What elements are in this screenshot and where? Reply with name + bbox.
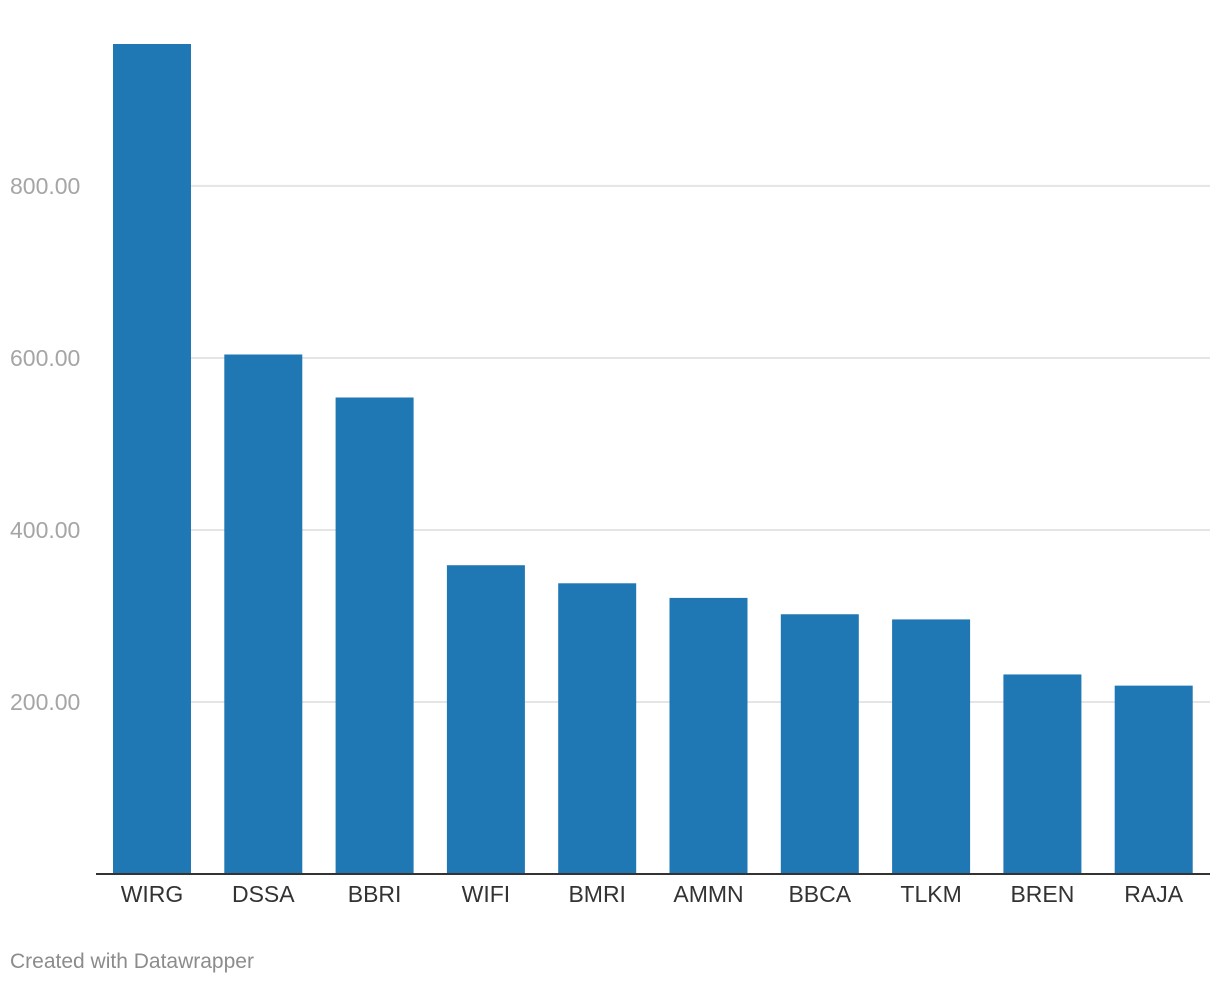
bars <box>113 44 1193 874</box>
bar-bmri <box>558 583 637 874</box>
bar-dssa <box>224 354 303 874</box>
y-tick-label: 400.00 <box>10 517 80 543</box>
x-tick-label: WIRG <box>121 881 184 907</box>
x-tick-label: BMRI <box>568 881 626 907</box>
bar-tlkm <box>892 619 971 874</box>
y-tick-label: 600.00 <box>10 345 80 371</box>
bar-bbca <box>780 614 859 874</box>
chart-credit: Created with Datawrapper <box>10 950 254 973</box>
bar-wifi <box>446 565 525 874</box>
bar-bren <box>1003 674 1082 874</box>
bar-wirg <box>113 44 191 874</box>
x-tick-label: BBCA <box>788 881 851 907</box>
y-tick-label: 800.00 <box>10 173 80 199</box>
x-tick-label: DSSA <box>232 881 295 907</box>
axes: 200.00 400.00 600.00 800.00 WIRG DSSA BBRI WIFI… <box>10 173 1210 907</box>
x-tick-label: TLKM <box>900 881 961 907</box>
x-tick-label: BREN <box>1010 881 1074 907</box>
y-tick-label: 200.00 <box>10 689 80 715</box>
x-tick-label: RAJA <box>1124 881 1183 907</box>
bar-raja <box>1114 685 1193 874</box>
x-tick-label: AMMN <box>673 881 743 907</box>
bar-bbri <box>335 397 414 874</box>
bar-ammn <box>669 597 748 874</box>
x-tick-label: BBRI <box>348 881 402 907</box>
x-tick-label: WIFI <box>462 881 511 907</box>
bar-chart: 200.00 400.00 600.00 800.00 WIRG DSSA BBRI WIFI… <box>10 44 1210 907</box>
